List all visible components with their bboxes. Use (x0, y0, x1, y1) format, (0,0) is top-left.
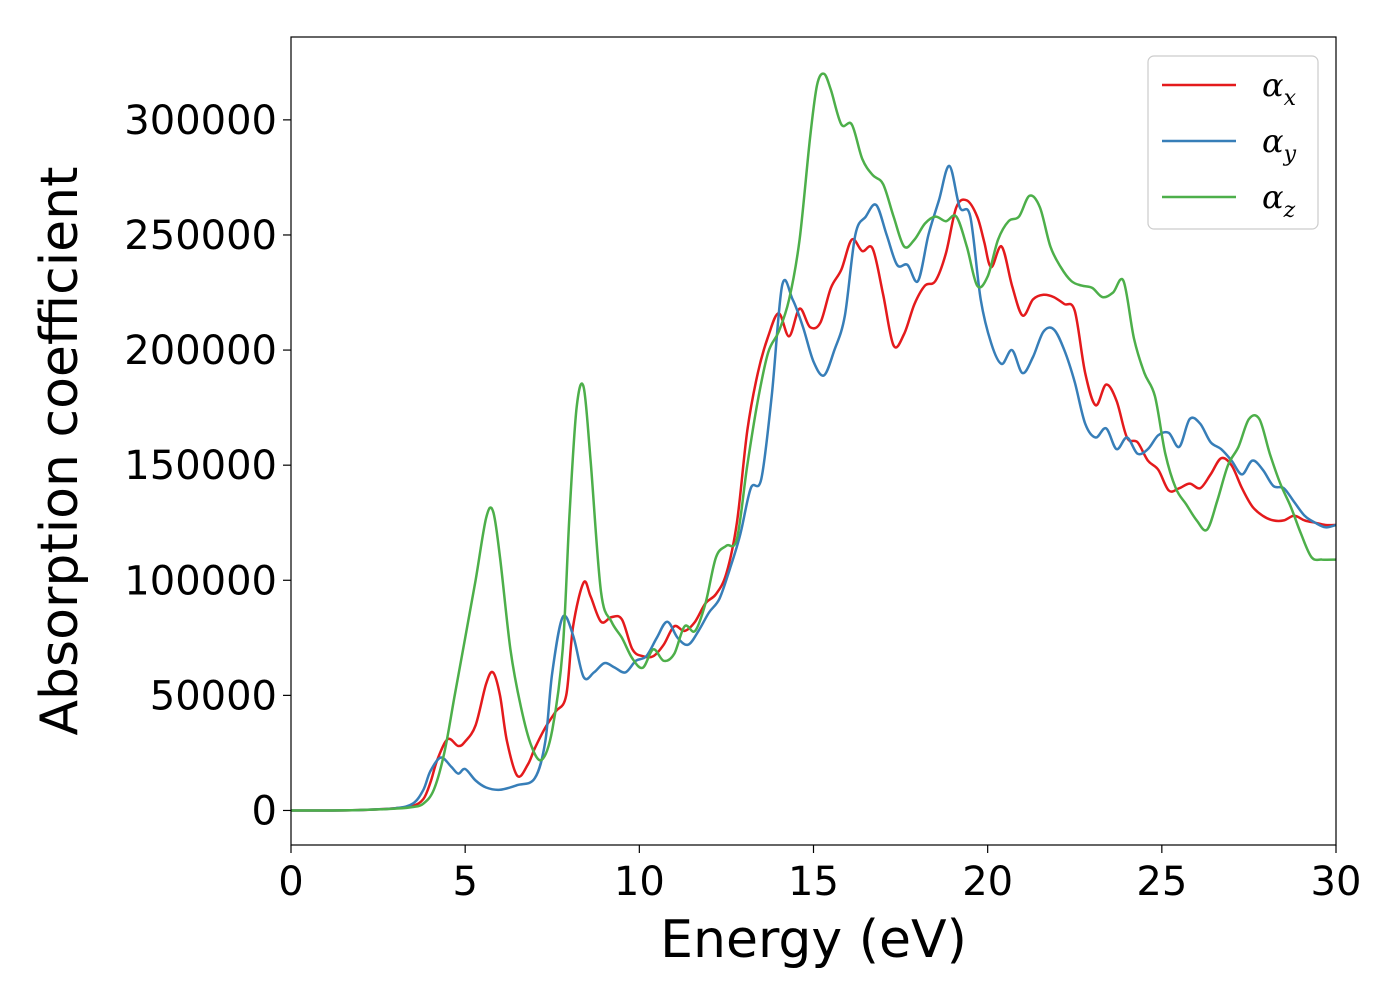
series-line-z (291, 72, 1336, 812)
x-tick-label: 20 (962, 859, 1013, 905)
x-axis-title: Energy (eV) (660, 910, 967, 970)
series-line-x (291, 198, 1336, 812)
y-tick-label: 200000 (124, 328, 277, 374)
x-tick-label: 10 (614, 859, 665, 905)
y-tick-label: 100000 (124, 558, 277, 604)
y-tick-label: 250000 (124, 213, 277, 259)
y-tick-label: 50000 (150, 673, 277, 719)
y-tick-label: 150000 (124, 443, 277, 489)
legend-label-z: αz (1262, 178, 1296, 223)
x-tick-label: 0 (278, 859, 303, 905)
y-tick-label: 0 (252, 788, 277, 834)
legend-box (1147, 55, 1319, 230)
x-tick-label: 15 (788, 859, 839, 905)
legend-label-y: αy (1262, 122, 1297, 167)
series-line-y (291, 164, 1336, 812)
y-tick-label: 300000 (124, 98, 277, 144)
y-axis-ticks: 0 50000 100000 150000 200000 250000 300000 (124, 98, 291, 834)
x-tick-label: 5 (452, 859, 477, 905)
legend-label-x: αx (1262, 66, 1297, 111)
series-layer (291, 72, 1336, 812)
y-axis-title: Absorption coefficient (30, 166, 90, 735)
legend: αx αy αz (1147, 55, 1319, 230)
x-axis-ticks: 0 5 10 15 20 25 30 (278, 845, 1361, 905)
x-tick-label: 30 (1311, 859, 1362, 905)
x-tick-label: 25 (1136, 859, 1187, 905)
